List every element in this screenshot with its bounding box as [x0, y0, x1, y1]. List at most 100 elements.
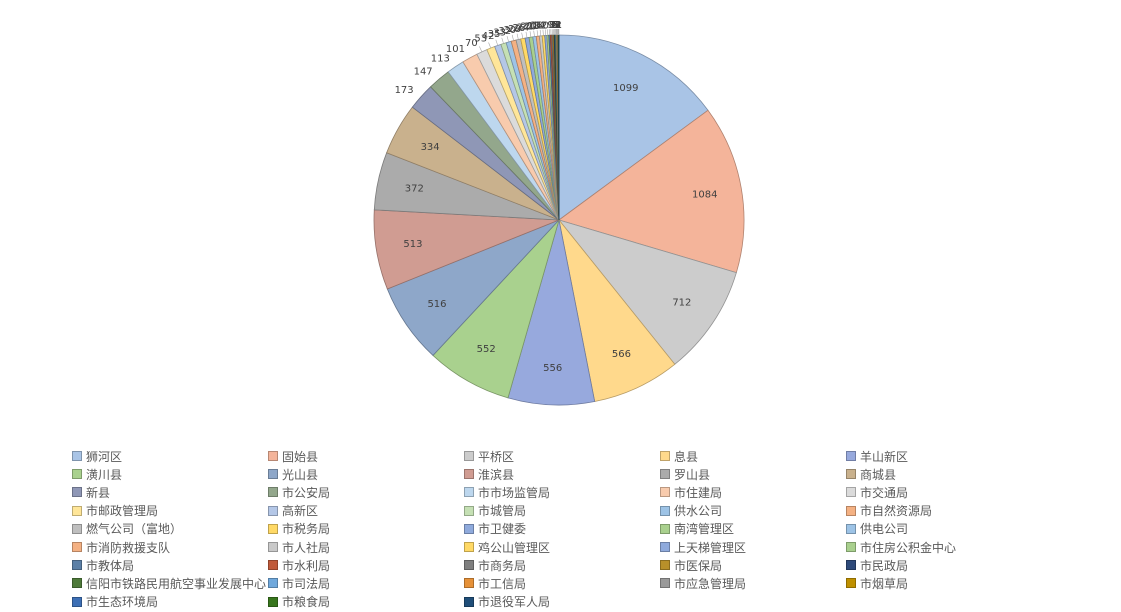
legend-label: 市住房公积金中心 [860, 540, 957, 555]
legend-swatch [660, 469, 670, 480]
legend-swatch [846, 560, 856, 571]
legend-label: 市税务局 [282, 522, 331, 537]
legend-label: 信阳市铁路民用航空事业发展中心 [86, 576, 267, 591]
legend-label: 潢川县 [86, 467, 123, 482]
legend-label: 固始县 [282, 449, 319, 464]
legend-label: 市市场监管局 [478, 485, 551, 500]
legend-label: 鸡公山管理区 [478, 540, 551, 555]
legend-swatch [268, 487, 278, 498]
pie-slice [558, 34, 709, 221]
legend-item: 市教体局 [72, 556, 268, 574]
legend-swatch [268, 505, 278, 516]
slice-value-label: 33 [493, 27, 506, 38]
legend-label: 狮河区 [86, 449, 123, 464]
legend-label: 市自然资源局 [860, 504, 933, 519]
slice-value-label: 10 [536, 20, 549, 31]
slice-value-label: 9 [547, 20, 553, 31]
slice-labels: 1099108471256655655251651337233417314711… [395, 20, 718, 374]
legend-item: 市邮政管理局 [72, 502, 268, 520]
legend-label: 市水利局 [282, 558, 331, 573]
legend-item: 市医保局 [660, 556, 846, 574]
legend-item: 供电公司 [846, 520, 1046, 538]
pie-chart: 1099108471256655655251651337233417314711… [373, 20, 745, 406]
legend-label: 平桥区 [478, 449, 515, 464]
legend-swatch [660, 578, 670, 589]
legend-swatch [846, 487, 856, 498]
slice-value-label: 12 [534, 20, 547, 31]
legend-label: 羊山新区 [860, 449, 909, 464]
legend-swatch [660, 487, 670, 498]
legend-swatch [268, 596, 278, 607]
legend-item: 市卫健委 [464, 520, 660, 538]
leader-line [516, 33, 519, 40]
slice-value-label: 14 [532, 20, 545, 31]
slice-value-label: 24 [517, 22, 530, 33]
leader-line [542, 29, 544, 36]
legend-swatch [464, 542, 474, 553]
legend-swatch [464, 451, 474, 462]
slice-value-label: 30 [503, 25, 516, 36]
slice-value-label: 1 [556, 20, 562, 31]
legend-label: 市工信局 [478, 576, 527, 591]
slice-value-label: 2 [555, 20, 561, 31]
legend-swatch [72, 451, 82, 462]
legend-label: 燃气公司（富地） [86, 522, 183, 537]
legend-swatch [660, 560, 670, 571]
slice-value-label: 18 [527, 21, 540, 32]
slice-value-label: 5 [552, 20, 558, 31]
leader-line [536, 30, 539, 37]
legend-label: 市司法局 [282, 576, 331, 591]
legend-label: 南湾管理区 [674, 522, 735, 537]
leader-line [506, 36, 509, 43]
legend-item: 市民政局 [846, 556, 1046, 574]
legend-item: 市住房公积金中心 [846, 538, 1046, 556]
legend-item: 市住建局 [660, 483, 846, 501]
legend-item: 市司法局 [268, 574, 464, 592]
slice-value-label: 1084 [692, 189, 717, 200]
legend-item: 市城管局 [464, 502, 660, 520]
legend-label: 市人社局 [282, 540, 331, 555]
legend-label: 市城管局 [478, 504, 527, 519]
legend-swatch [846, 542, 856, 553]
legend-item: 供水公司 [660, 502, 846, 520]
legend-swatch [72, 578, 82, 589]
slice-value-label: 101 [446, 44, 465, 55]
legend-item: 市自然资源局 [846, 502, 1046, 520]
legend-swatch [464, 596, 474, 607]
slice-value-label: 22 [520, 22, 533, 33]
slice-value-label: 556 [543, 363, 562, 374]
legend-label: 市烟草局 [860, 576, 909, 591]
legend-item: 高新区 [268, 502, 464, 520]
legend-swatch [72, 469, 82, 480]
legend-item: 市工信局 [464, 574, 660, 592]
legend-label: 市生态环境局 [86, 595, 159, 610]
legend-label: 上天梯管理区 [674, 540, 747, 555]
legend-label: 市卫健委 [478, 522, 527, 537]
slice-value-label: 334 [421, 142, 440, 153]
slice-value-label: 1099 [613, 83, 638, 94]
legend-swatch [464, 578, 474, 589]
legend-item: 市交通局 [846, 483, 1046, 501]
leader-line [511, 34, 514, 41]
legend-item: 燃气公司（富地） [72, 520, 268, 538]
legend-swatch [464, 469, 474, 480]
legend-swatch [660, 523, 670, 534]
legend-label: 供水公司 [674, 504, 723, 519]
slice-value-label: 513 [403, 239, 422, 250]
slice-value-label: 32 [498, 26, 511, 37]
legend-swatch [72, 487, 82, 498]
slice-value-label: 712 [672, 298, 691, 309]
legend-label: 市邮政管理局 [86, 504, 159, 519]
leader-line [501, 37, 504, 44]
slice-value-label: 3 [554, 20, 560, 31]
leader-line [529, 31, 532, 38]
legend-item: 市退役军人局 [464, 593, 660, 611]
legend-swatch [268, 560, 278, 571]
legend-swatch [464, 560, 474, 571]
slice-value-label: 2 [555, 20, 561, 31]
leader-line [533, 30, 535, 37]
slice-value-label: 566 [612, 349, 631, 360]
legend-swatch [268, 451, 278, 462]
legend-swatch [464, 523, 474, 534]
legend-swatch [846, 451, 856, 462]
